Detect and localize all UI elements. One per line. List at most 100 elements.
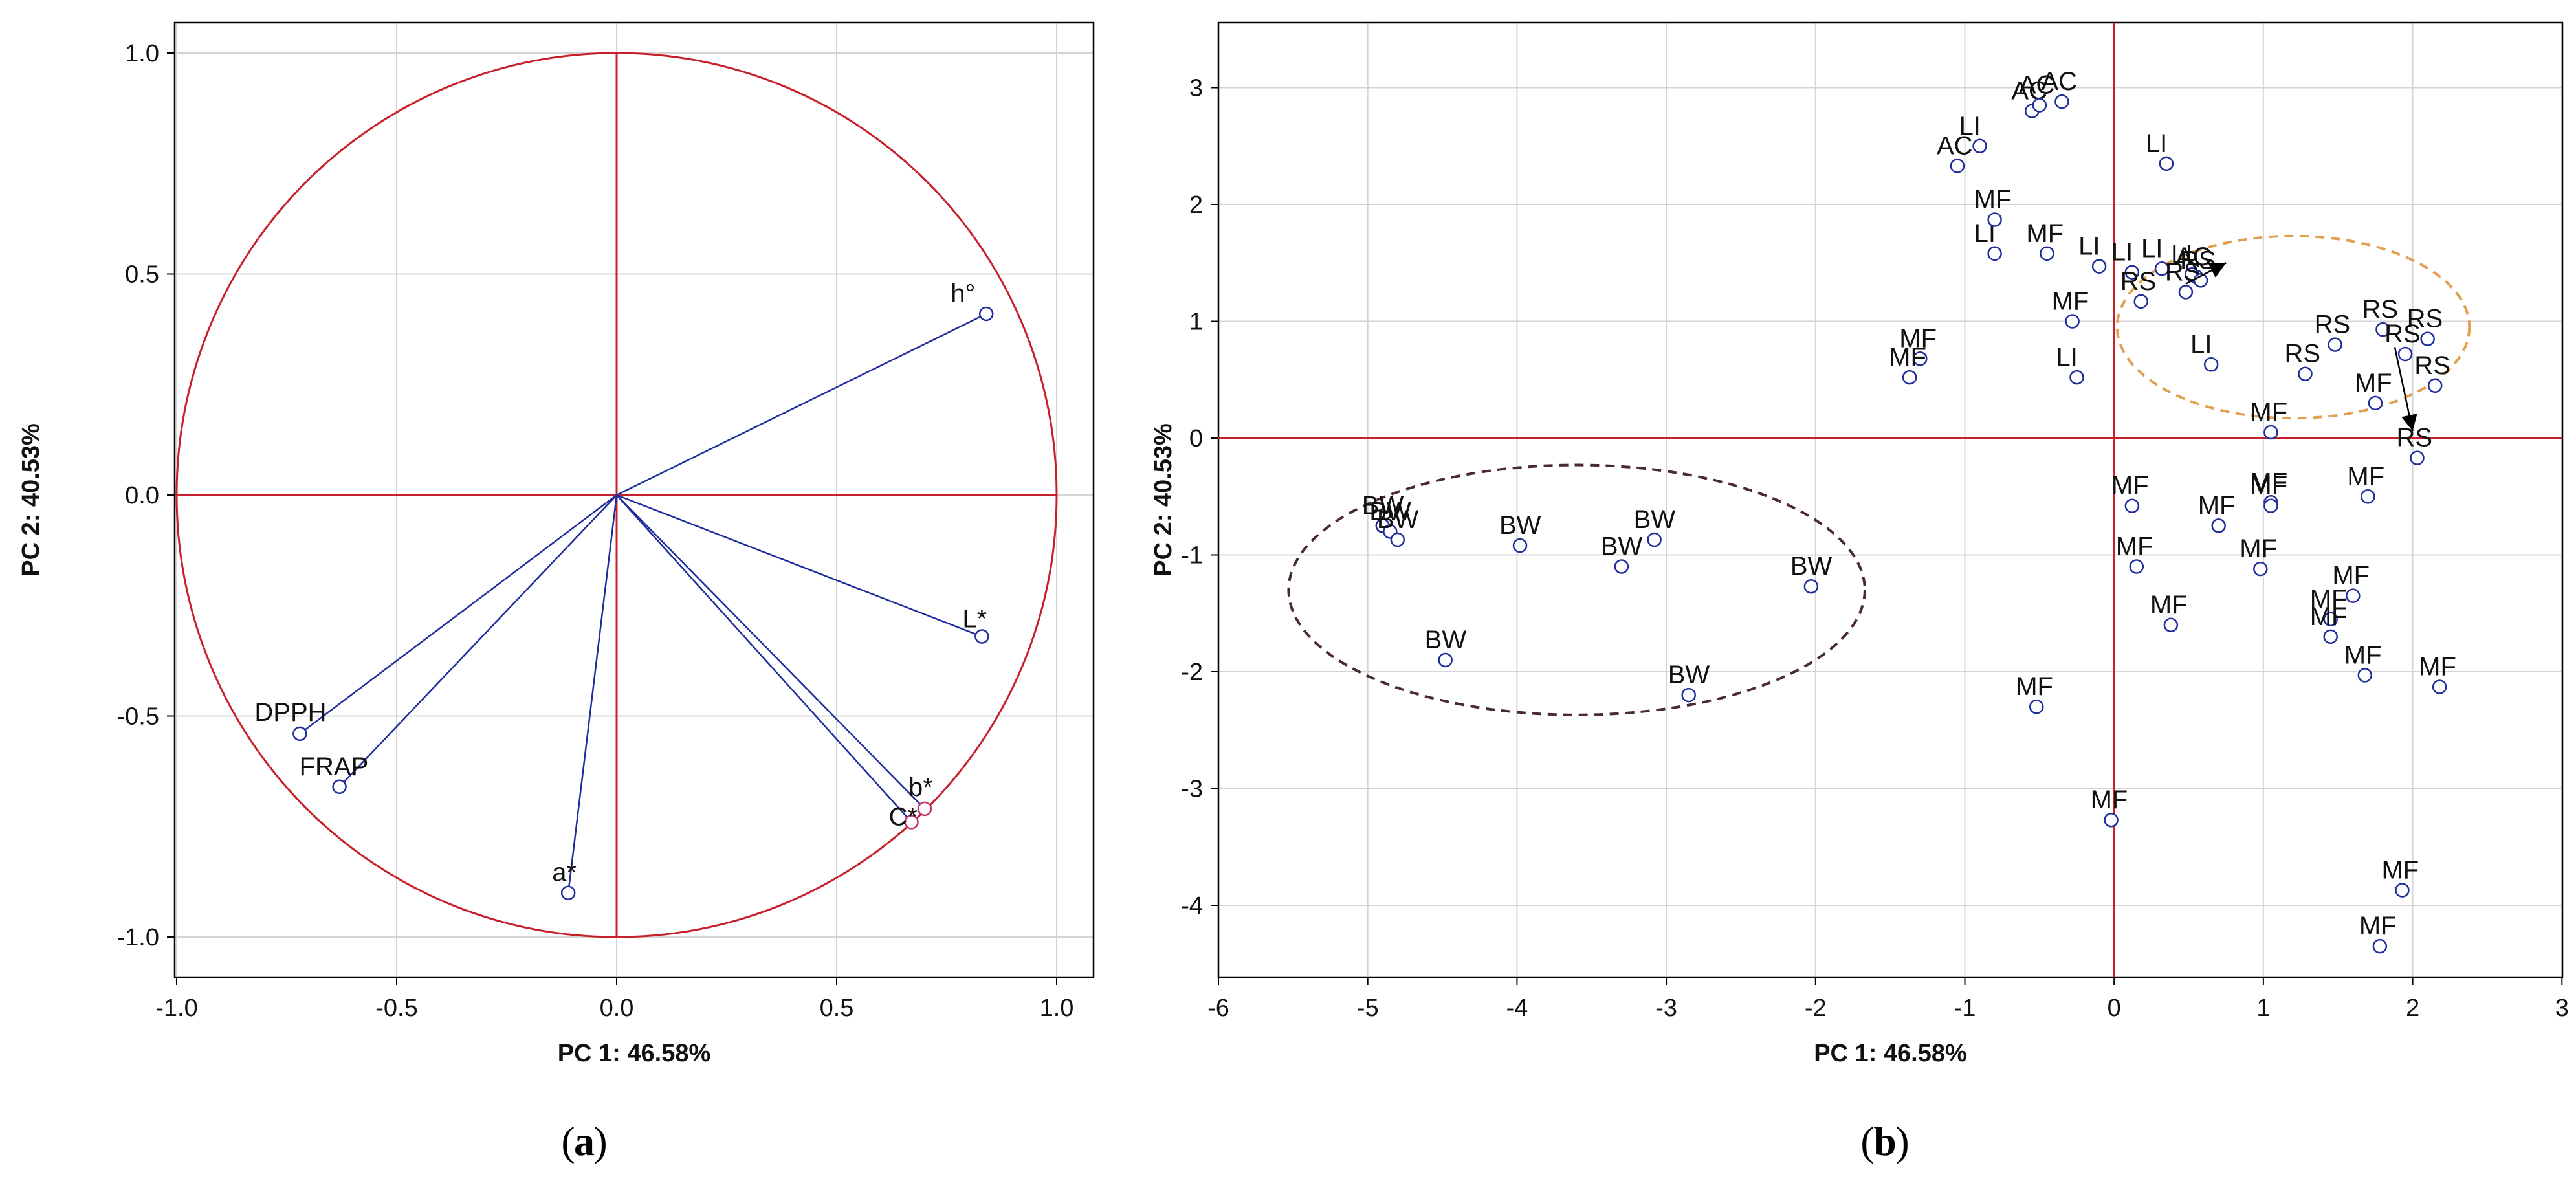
y-tick-label: -2 xyxy=(1181,659,1203,686)
score-point xyxy=(2410,450,2425,465)
x-tick-label: -3 xyxy=(1655,995,1677,1022)
score-point xyxy=(2159,156,2174,171)
loading-vector xyxy=(616,494,912,823)
x-tick-label: -1 xyxy=(1954,995,1976,1022)
loading-vector xyxy=(338,494,617,788)
y-tick-label: 0 xyxy=(1189,425,1203,452)
score-point xyxy=(2368,395,2383,411)
score-point xyxy=(1512,538,1528,553)
score-label: BW xyxy=(1499,511,1541,540)
y-tick-label: -1 xyxy=(1181,542,1203,569)
score-label: BW xyxy=(1377,505,1419,534)
score-label: LI xyxy=(2141,234,2163,263)
loading-vector xyxy=(616,494,982,637)
score-label: BW xyxy=(1601,533,1643,561)
loading-vector xyxy=(616,313,987,496)
score-label: MF xyxy=(2111,472,2149,500)
score-label: LI xyxy=(2171,240,2192,269)
score-point xyxy=(1438,652,1453,668)
score-point xyxy=(1614,559,1629,574)
score-label: RS xyxy=(2407,305,2443,333)
score-point xyxy=(2346,588,2361,603)
variable-label: L* xyxy=(962,605,987,634)
score-point xyxy=(1902,370,1917,385)
score-label: AC xyxy=(1937,131,1973,160)
score-label: LI xyxy=(2111,238,2133,267)
score-label: MF xyxy=(2091,786,2128,814)
score-label: MF xyxy=(2332,562,2370,590)
loading-vector xyxy=(299,494,617,734)
score-point xyxy=(1972,138,1987,153)
variable-label: h° xyxy=(951,280,975,308)
annotation-arrow xyxy=(2185,262,2227,285)
score-label: MF xyxy=(1974,185,2012,214)
score-label: RS xyxy=(2397,424,2433,452)
score-point xyxy=(1987,212,2002,227)
caption-a-open: ( xyxy=(561,1118,575,1164)
score-label: MF xyxy=(2310,585,2348,613)
score-point xyxy=(1390,532,1405,547)
score-label: LI xyxy=(2146,129,2167,158)
y-axis-label: PC 2: 40.53% xyxy=(1150,423,1177,577)
score-point xyxy=(1987,246,2002,261)
caption-b-open: ( xyxy=(1860,1118,1874,1164)
score-point xyxy=(2129,559,2144,574)
score-label: MF xyxy=(2310,602,2348,631)
loading-vector xyxy=(567,494,618,893)
score-label: MF xyxy=(2052,287,2089,316)
score-point xyxy=(1950,159,1965,173)
caption-a: ( a ) xyxy=(561,1118,607,1164)
score-label: MF xyxy=(2240,535,2277,563)
score-label: AC xyxy=(2175,243,2212,271)
score-label: MF xyxy=(2116,533,2153,561)
loading-vector xyxy=(616,494,925,810)
caption-a-letter: a xyxy=(574,1118,595,1164)
score-label: LI xyxy=(2190,330,2212,359)
y-tick-label: -4 xyxy=(1181,892,1203,920)
annotation-arrow xyxy=(2394,346,2417,432)
score-label: MF xyxy=(1899,324,1937,353)
y-tick-label: -0.5 xyxy=(117,703,159,731)
score-point xyxy=(2328,337,2342,352)
score-point xyxy=(2263,498,2278,513)
score-label: BW xyxy=(1369,497,1411,525)
score-point xyxy=(2357,668,2373,683)
loading-point xyxy=(978,306,994,322)
score-point xyxy=(2375,322,2390,337)
x-tick-label: -0.5 xyxy=(375,995,417,1022)
caption-b-close: ) xyxy=(1895,1118,1909,1164)
score-label: LI xyxy=(2078,232,2100,261)
score-label: MF xyxy=(2359,912,2397,940)
variable-label: a* xyxy=(552,859,577,887)
score-point xyxy=(2397,346,2413,362)
score-label: MF xyxy=(2016,672,2053,701)
score-point xyxy=(2420,331,2435,346)
x-tick-label: -6 xyxy=(1207,995,1229,1022)
score-label: RS xyxy=(2362,295,2398,324)
score-label: MF xyxy=(2150,591,2188,619)
score-label: BW xyxy=(1425,626,1467,654)
x-tick-label: -4 xyxy=(1506,995,1528,1022)
x-tick-label: 2 xyxy=(2406,995,2419,1022)
score-label: LI xyxy=(2056,343,2078,371)
score-point xyxy=(2124,265,2140,280)
score-point xyxy=(2263,425,2278,440)
y-tick-label: 1 xyxy=(1189,309,1203,336)
score-point xyxy=(1803,579,1819,594)
y-tick-label: -3 xyxy=(1181,776,1203,803)
loading-point xyxy=(292,726,307,742)
score-label: RS xyxy=(2384,320,2421,348)
score-point xyxy=(2133,294,2148,309)
score-point xyxy=(2104,812,2119,828)
score-point xyxy=(2323,629,2338,645)
y-tick-label: 3 xyxy=(1189,75,1203,102)
score-point xyxy=(1913,351,1928,366)
score-label: RS xyxy=(2414,351,2450,380)
y-axis-label: PC 2: 40.53% xyxy=(17,423,45,577)
score-label: AC xyxy=(2041,67,2077,96)
caption-b-letter: b xyxy=(1873,1118,1897,1164)
score-point xyxy=(2432,679,2447,694)
score-label: MF xyxy=(2250,398,2287,426)
score-point xyxy=(2065,314,2080,329)
caption-b: ( b ) xyxy=(1860,1118,1909,1164)
